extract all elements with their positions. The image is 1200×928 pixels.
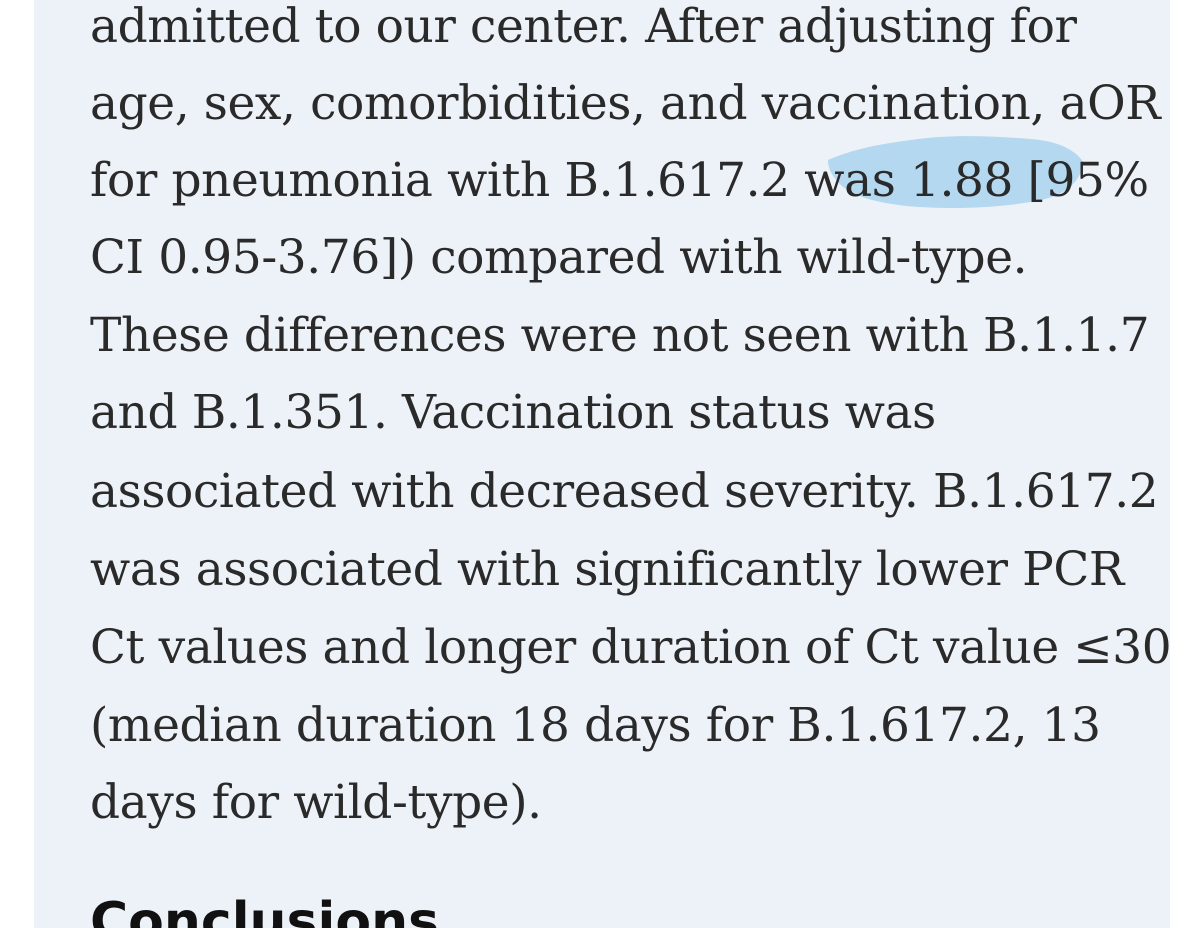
paragraph-line-1: admitted to our center. After adjusting … (90, 0, 1077, 54)
paragraph-line-4: CI 0.95-3.76]) compared with wild-type. (90, 230, 1028, 285)
paragraph-line-10: (median duration 18 days for B.1.617.2, … (90, 698, 1101, 753)
paragraph-line-3: for pneumonia with B.1.617.2 was 1.88 [9… (90, 153, 1149, 208)
paragraph-line-6: and B.1.351. Vaccination status was (90, 385, 936, 440)
paragraph-line-9: Ct values and longer duration of Ct valu… (90, 620, 1172, 675)
paragraph-line-7: associated with decreased severity. B.1.… (90, 464, 1159, 519)
paragraph-line-11: days for wild-type). (90, 775, 542, 830)
paragraph-line-8: was associated with significantly lower … (90, 542, 1124, 597)
paragraph-line-2: age, sex, comorbidities, and vaccination… (90, 76, 1161, 131)
paragraph-line-5: These differences were not seen with B.1… (90, 308, 1150, 363)
conclusions-heading: Conclusions (90, 892, 440, 928)
text-highlight-marker (828, 136, 1084, 208)
